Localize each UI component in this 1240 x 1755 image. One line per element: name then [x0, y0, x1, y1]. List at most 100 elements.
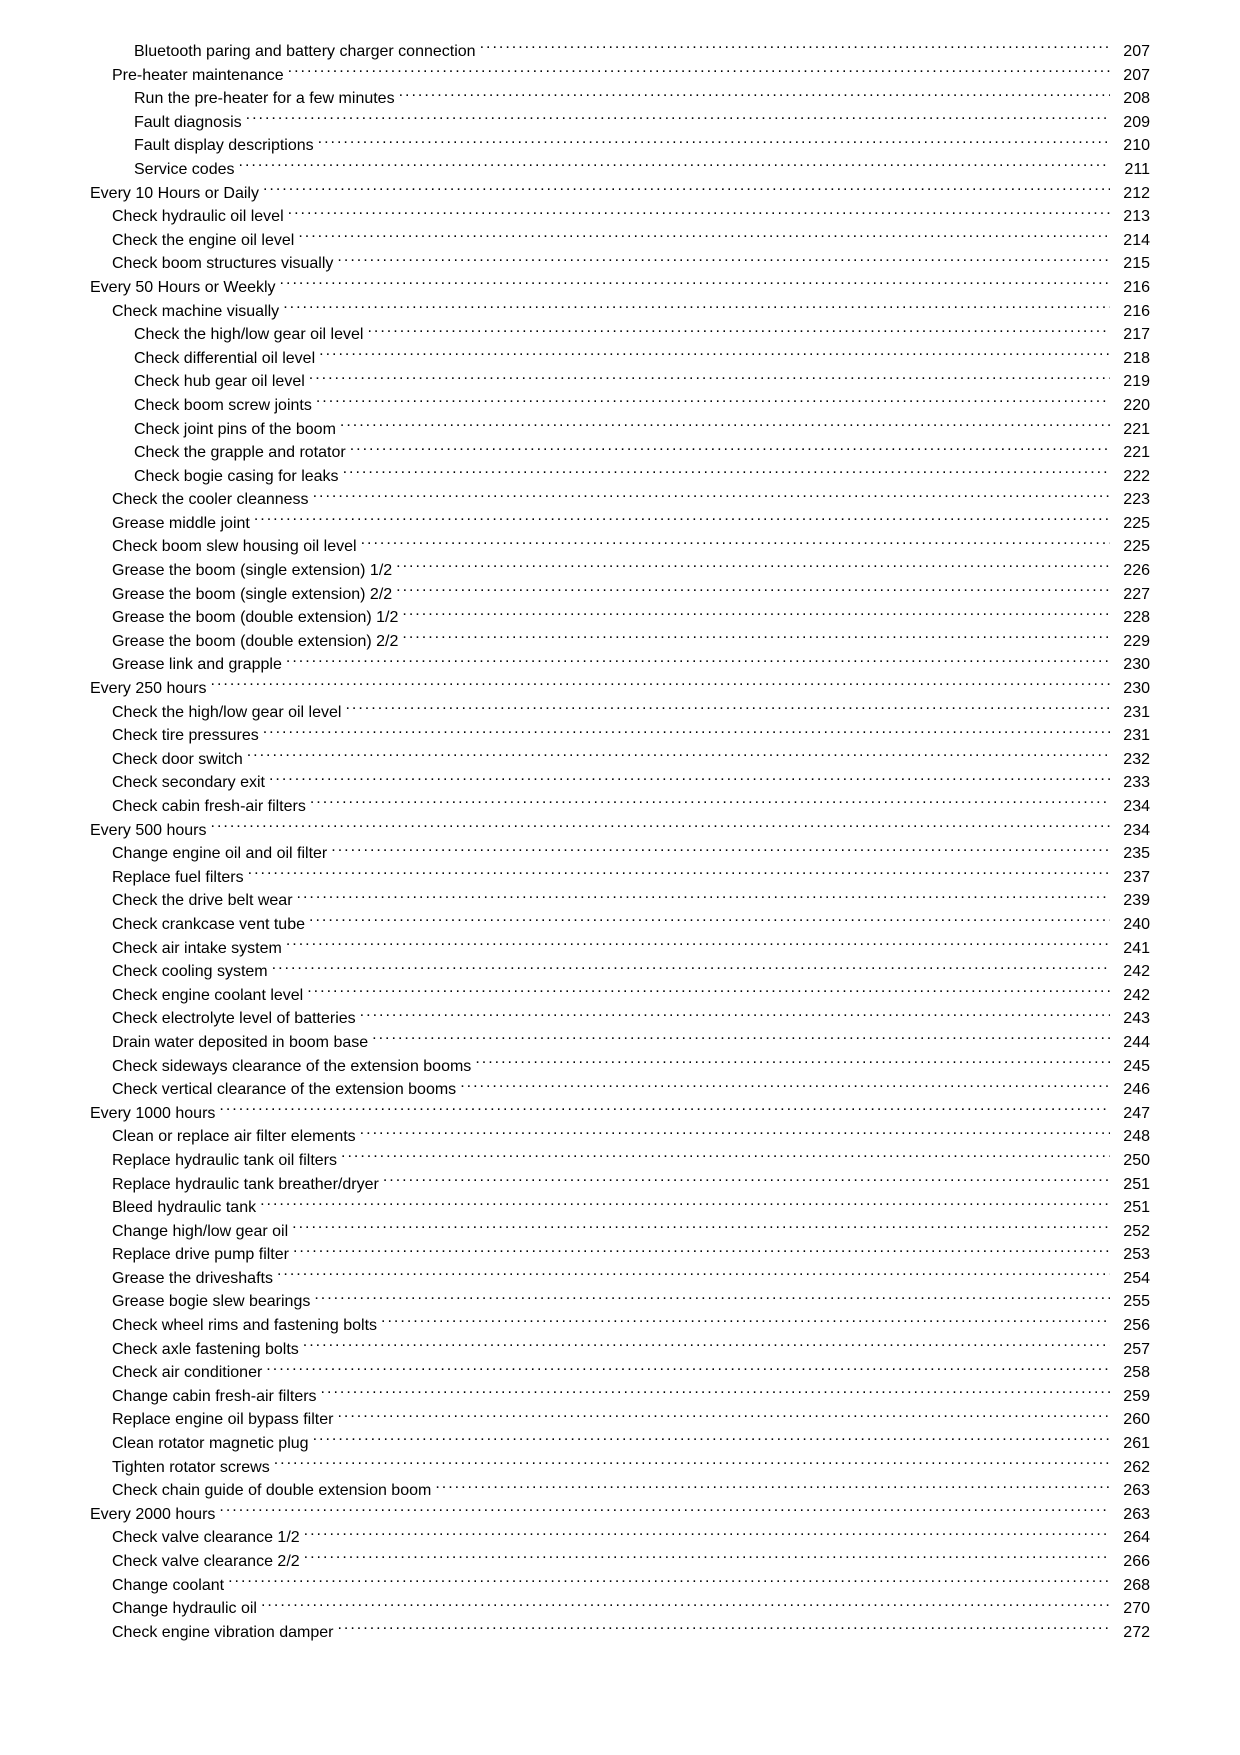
toc-leader-dots — [211, 677, 1110, 693]
toc-entry-label: Clean rotator magnetic plug — [112, 1432, 309, 1456]
toc-leader-dots — [219, 1503, 1110, 1519]
toc-leader-dots — [277, 1267, 1110, 1283]
toc-entry: Check axle fastening bolts257 — [90, 1338, 1150, 1362]
toc-entry-label: Check machine visually — [112, 300, 279, 324]
toc-entry-page: 218 — [1114, 347, 1150, 371]
toc-entry-label: Change hydraulic oil — [112, 1597, 257, 1621]
toc-entry-page: 216 — [1114, 276, 1150, 300]
toc-entry-page: 234 — [1114, 819, 1150, 843]
toc-entry-label: Fault diagnosis — [134, 111, 242, 135]
toc-entry-label: Grease link and grapple — [112, 653, 282, 677]
toc-entry-label: Check the engine oil level — [112, 229, 294, 253]
toc-entry-page: 227 — [1114, 583, 1150, 607]
toc-entry-page: 242 — [1114, 984, 1150, 1008]
toc-entry-page: 208 — [1114, 87, 1150, 111]
toc-entry-page: 239 — [1114, 889, 1150, 913]
toc-entry: Check crankcase vent tube240 — [90, 913, 1150, 937]
toc-entry-label: Check engine coolant level — [112, 984, 303, 1008]
toc-leader-dots — [396, 583, 1110, 599]
toc-entry-label: Grease the driveshafts — [112, 1267, 273, 1291]
toc-entry-label: Check the grapple and rotator — [134, 441, 346, 465]
toc-entry-page: 244 — [1114, 1031, 1150, 1055]
toc-entry: Check cooling system242 — [90, 960, 1150, 984]
toc-entry-label: Run the pre-heater for a few minutes — [134, 87, 395, 111]
toc-entry: Bluetooth paring and battery charger con… — [90, 40, 1150, 64]
toc-entry: Grease the boom (double extension) 2/222… — [90, 630, 1150, 654]
toc-entry-label: Replace engine oil bypass filter — [112, 1408, 333, 1432]
toc-leader-dots — [316, 394, 1110, 410]
toc-entry: Check boom screw joints220 — [90, 394, 1150, 418]
toc-entry: Check door switch 232 — [90, 748, 1150, 772]
toc-leader-dots — [383, 1173, 1110, 1189]
toc-entry: Pre-heater maintenance207 — [90, 64, 1150, 88]
toc-entry-label: Check door switch — [112, 748, 243, 772]
toc-entry: Replace hydraulic tank breather/dryer 251 — [90, 1173, 1150, 1197]
toc-entry: Change coolant268 — [90, 1574, 1150, 1598]
toc-leader-dots — [288, 205, 1110, 221]
toc-entry: Check electrolyte level of batteries243 — [90, 1007, 1150, 1031]
toc-entry-label: Grease the boom (single extension) 1/2 — [112, 559, 392, 583]
toc-leader-dots — [360, 1007, 1110, 1023]
toc-entry-page: 223 — [1114, 488, 1150, 512]
toc-entry-label: Every 10 Hours or Daily — [90, 182, 259, 206]
toc-leader-dots — [319, 347, 1110, 363]
toc-leader-dots — [211, 819, 1110, 835]
toc-entry-page: 225 — [1114, 535, 1150, 559]
toc-entry-page: 219 — [1114, 370, 1150, 394]
toc-entry-label: Check tire pressures — [112, 724, 259, 748]
toc-entry-page: 250 — [1114, 1149, 1150, 1173]
toc-entry-label: Grease bogie slew bearings — [112, 1290, 310, 1314]
toc-entry: Check boom structures visually 215 — [90, 252, 1150, 276]
toc-entry: Tighten rotator screws262 — [90, 1456, 1150, 1480]
toc-entry-label: Check wheel rims and fastening bolts — [112, 1314, 377, 1338]
toc-entry-label: Check engine vibration damper — [112, 1621, 333, 1645]
toc-leader-dots — [286, 653, 1110, 669]
toc-entry-label: Check boom structures visually — [112, 252, 333, 276]
toc-entry: Check the high/low gear oil level231 — [90, 701, 1150, 725]
toc-leader-dots — [340, 418, 1110, 434]
toc-entry: Check differential oil level218 — [90, 347, 1150, 371]
toc-entry: Grease middle joint225 — [90, 512, 1150, 536]
toc-entry-page: 215 — [1114, 252, 1150, 276]
toc-entry-page: 211 — [1114, 158, 1150, 182]
toc-entry-page: 263 — [1114, 1503, 1150, 1527]
toc-entry: Change cabin fresh-air filters259 — [90, 1385, 1150, 1409]
toc-entry-page: 243 — [1114, 1007, 1150, 1031]
toc-entry-page: 248 — [1114, 1125, 1150, 1149]
toc-entry: Check the engine oil level214 — [90, 229, 1150, 253]
toc-entry: Bleed hydraulic tank251 — [90, 1196, 1150, 1220]
toc-entry-page: 237 — [1114, 866, 1150, 890]
toc-entry-label: Check cabin fresh-air filters — [112, 795, 306, 819]
toc-entry-page: 251 — [1114, 1173, 1150, 1197]
toc-entry-label: Replace hydraulic tank breather/dryer — [112, 1173, 379, 1197]
toc-entry-label: Every 250 hours — [90, 677, 207, 701]
toc-entry-label: Check vertical clearance of the extensio… — [112, 1078, 456, 1102]
toc-leader-dots — [263, 182, 1110, 198]
toc-leader-dots — [381, 1314, 1110, 1330]
toc-entry: Replace hydraulic tank oil filters250 — [90, 1149, 1150, 1173]
toc-leader-dots — [360, 1125, 1110, 1141]
toc-entry-label: Check the cooler cleanness — [112, 488, 309, 512]
toc-entry-page: 264 — [1114, 1526, 1150, 1550]
toc-entry-page: 212 — [1114, 182, 1150, 206]
toc-leader-dots — [435, 1479, 1110, 1495]
toc-leader-dots — [341, 1149, 1110, 1165]
toc-entry-page: 253 — [1114, 1243, 1150, 1267]
toc-entry-page: 232 — [1114, 748, 1150, 772]
toc-leader-dots — [310, 795, 1110, 811]
toc-leader-dots — [313, 488, 1110, 504]
toc-leader-dots — [286, 937, 1110, 953]
toc-entry-page: 221 — [1114, 441, 1150, 465]
toc-leader-dots — [367, 323, 1110, 339]
toc-entry-label: Every 1000 hours — [90, 1102, 215, 1126]
toc-entry-page: 266 — [1114, 1550, 1150, 1574]
toc-entry-page: 229 — [1114, 630, 1150, 654]
toc-leader-dots — [480, 40, 1110, 56]
toc-leader-dots — [304, 1526, 1110, 1542]
toc-leader-dots — [475, 1055, 1110, 1071]
toc-entry-label: Check axle fastening bolts — [112, 1338, 299, 1362]
toc-entry-page: 231 — [1114, 701, 1150, 725]
toc-entry: Check chain guide of double extension bo… — [90, 1479, 1150, 1503]
toc-entry-page: 226 — [1114, 559, 1150, 583]
toc-entry: Grease link and grapple230 — [90, 653, 1150, 677]
